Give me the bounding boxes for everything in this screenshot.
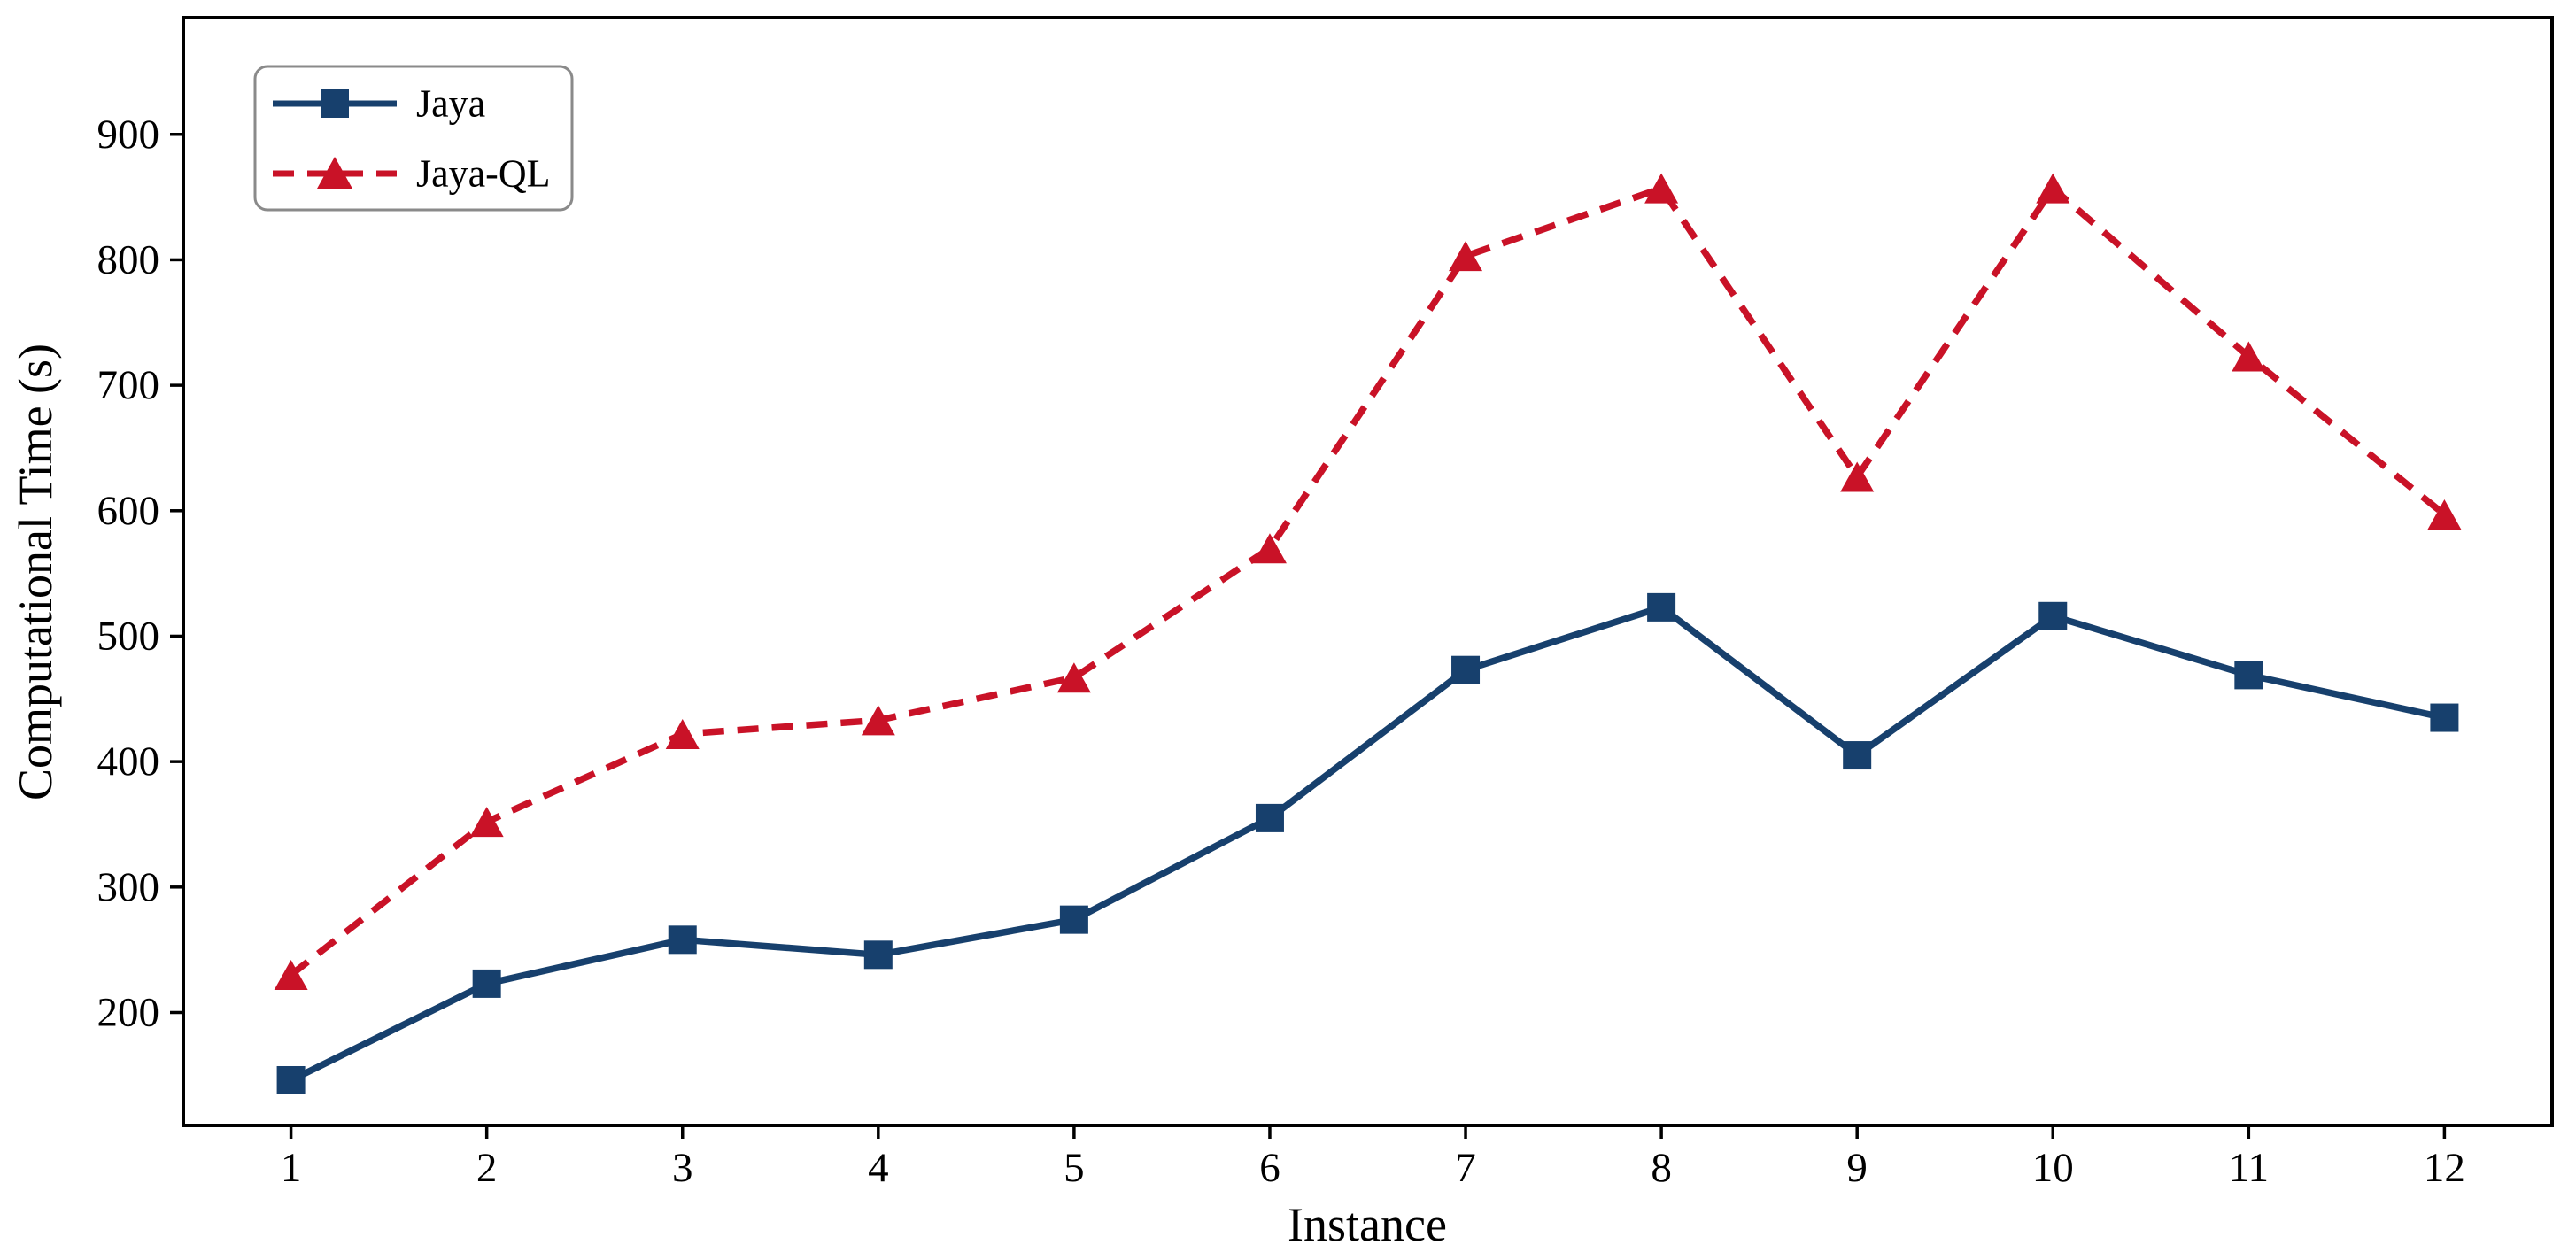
data-point-marker-jaya <box>276 1065 306 1094</box>
x-tick-label: 4 <box>868 1145 889 1191</box>
x-axis-ticks: 1 2 3 4 5 6 7 8 9 10 11 12 <box>281 1125 2465 1191</box>
data-point-marker-jaya-ql <box>469 807 504 838</box>
data-point-marker-jaya-ql <box>1644 173 1679 204</box>
x-tick-label: 6 <box>1259 1145 1280 1191</box>
legend-item-jaya: Jaya <box>273 82 485 126</box>
y-axis-title: Computational Time (s) <box>9 344 62 800</box>
x-tick-label: 10 <box>2032 1145 2074 1191</box>
y-axis-ticks: 200 300 400 500 600 700 800 900 <box>97 112 183 1035</box>
data-point-marker-jaya <box>1255 803 1284 832</box>
legend-triangle-marker-icon <box>317 157 352 189</box>
data-point-marker-jaya-ql <box>1252 533 1287 564</box>
data-point-marker-jaya-ql <box>2036 173 2070 204</box>
data-point-marker-jaya <box>1843 741 1872 770</box>
x-tick-label: 9 <box>1846 1145 1868 1191</box>
legend: Jaya Jaya-QL <box>253 65 574 212</box>
y-tick-label: 200 <box>97 989 160 1035</box>
plot-area-frame <box>182 16 2554 1127</box>
data-point-marker-jaya-ql <box>2232 341 2266 372</box>
data-point-marker-jaya <box>1451 655 1481 684</box>
data-point-marker-jaya <box>1647 592 1676 622</box>
x-tick-label: 12 <box>2424 1145 2465 1191</box>
legend-square-marker-icon <box>321 89 349 118</box>
y-tick-label: 800 <box>97 236 160 282</box>
data-point-marker-jaya <box>1059 905 1088 934</box>
y-tick-label: 400 <box>97 738 160 785</box>
legend-label-jaya: Jaya <box>416 82 485 126</box>
data-point-marker-jaya-ql <box>1056 662 1091 693</box>
x-tick-label: 8 <box>1651 1145 1672 1191</box>
y-tick-label: 300 <box>97 864 160 910</box>
data-point-marker-jaya <box>668 925 697 955</box>
series-jaya-ql <box>274 173 2462 990</box>
y-tick-label: 900 <box>97 112 160 158</box>
series-line-jaya <box>289 604 2446 1084</box>
data-point-marker-jaya-ql <box>274 959 308 990</box>
legend-label-jaya-ql: Jaya-QL <box>416 152 551 196</box>
x-tick-label: 2 <box>476 1145 498 1191</box>
y-tick-label: 700 <box>97 362 160 408</box>
legend-item-jaya-ql: Jaya-QL <box>273 152 551 196</box>
series-jaya <box>276 592 2459 1094</box>
data-point-marker-jaya <box>2430 703 2459 732</box>
x-tick-label: 3 <box>672 1145 693 1191</box>
data-point-marker-jaya-ql <box>1449 241 1483 272</box>
data-point-marker-jaya <box>2038 601 2068 630</box>
data-point-marker-jaya-ql <box>1840 461 1875 492</box>
series-line-jaya-ql <box>289 184 2447 978</box>
x-tick-label: 1 <box>281 1145 302 1191</box>
data-point-marker-jaya-ql <box>861 705 895 736</box>
y-tick-label: 600 <box>97 488 160 534</box>
x-tick-label: 7 <box>1455 1145 1476 1191</box>
data-point-marker-jaya <box>2234 661 2263 690</box>
data-point-marker-jaya-ql <box>2427 499 2462 530</box>
x-tick-label: 5 <box>1064 1145 1085 1191</box>
x-axis-title: Instance <box>1288 1198 1447 1251</box>
y-tick-label: 500 <box>97 613 160 659</box>
series-layer <box>274 173 2462 1094</box>
data-point-marker-jaya <box>863 940 893 970</box>
data-point-marker-jaya-ql <box>665 718 700 749</box>
x-tick-label: 11 <box>2229 1145 2269 1191</box>
data-point-marker-jaya <box>472 969 501 998</box>
